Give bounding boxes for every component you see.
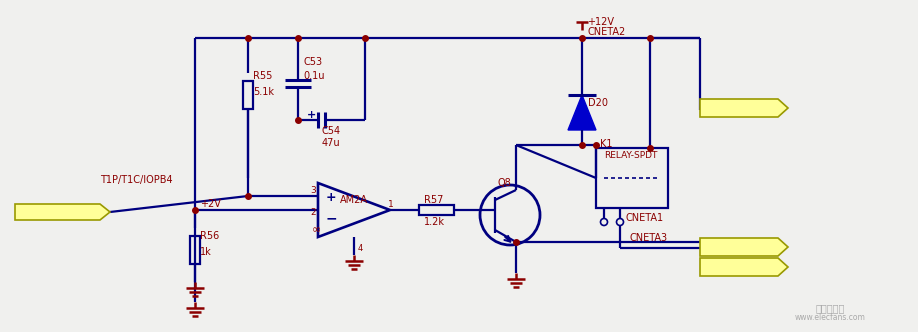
Text: RELAY-SPDT: RELAY-SPDT bbox=[604, 150, 657, 159]
Polygon shape bbox=[568, 95, 596, 130]
Polygon shape bbox=[15, 204, 110, 220]
Text: Q8: Q8 bbox=[498, 178, 511, 188]
Text: K1: K1 bbox=[600, 139, 612, 149]
Text: +: + bbox=[307, 110, 316, 120]
Text: CNETA1: CNETA1 bbox=[704, 242, 742, 252]
Text: CNETA2: CNETA2 bbox=[704, 103, 743, 113]
Bar bbox=[419, 205, 453, 215]
Text: CNETA1: CNETA1 bbox=[626, 213, 664, 223]
Text: CNETA3: CNETA3 bbox=[704, 262, 742, 272]
Text: ∞: ∞ bbox=[312, 225, 321, 235]
Bar bbox=[243, 81, 253, 109]
Polygon shape bbox=[700, 238, 788, 256]
Text: 3: 3 bbox=[310, 186, 316, 195]
Bar bbox=[596, 148, 668, 208]
Text: −: − bbox=[326, 211, 338, 225]
Text: 5.1k: 5.1k bbox=[253, 87, 274, 97]
Text: C54: C54 bbox=[322, 126, 341, 136]
Text: C53: C53 bbox=[303, 57, 322, 67]
Polygon shape bbox=[700, 258, 788, 276]
Text: +: + bbox=[326, 191, 337, 204]
Text: 电子发烧友: 电子发烧友 bbox=[815, 303, 845, 313]
Text: www.elecfans.com: www.elecfans.com bbox=[795, 313, 866, 322]
Text: 1: 1 bbox=[388, 200, 394, 208]
Text: 2: 2 bbox=[310, 208, 316, 216]
Text: 0.1u: 0.1u bbox=[303, 71, 324, 81]
Text: 1.2k: 1.2k bbox=[424, 217, 445, 227]
Text: AM2A: AM2A bbox=[340, 195, 368, 205]
Text: +2V: +2V bbox=[200, 199, 221, 209]
Text: R55: R55 bbox=[253, 71, 273, 81]
Text: 47u: 47u bbox=[322, 138, 341, 148]
Text: CNETA3: CNETA3 bbox=[630, 233, 668, 243]
Text: R57: R57 bbox=[424, 195, 443, 205]
Text: R56: R56 bbox=[200, 231, 219, 241]
Text: 1k: 1k bbox=[200, 247, 212, 257]
Bar bbox=[190, 236, 200, 264]
Text: D20: D20 bbox=[588, 98, 608, 108]
Text: T1P/T1C/IOPB4: T1P/T1C/IOPB4 bbox=[100, 175, 173, 185]
Text: 4: 4 bbox=[358, 243, 364, 253]
Text: +12V: +12V bbox=[587, 17, 614, 27]
Polygon shape bbox=[700, 99, 788, 117]
Text: T1P/T1C/IOPB4: T1P/T1C/IOPB4 bbox=[19, 208, 82, 216]
Text: CNETA2: CNETA2 bbox=[587, 27, 625, 37]
